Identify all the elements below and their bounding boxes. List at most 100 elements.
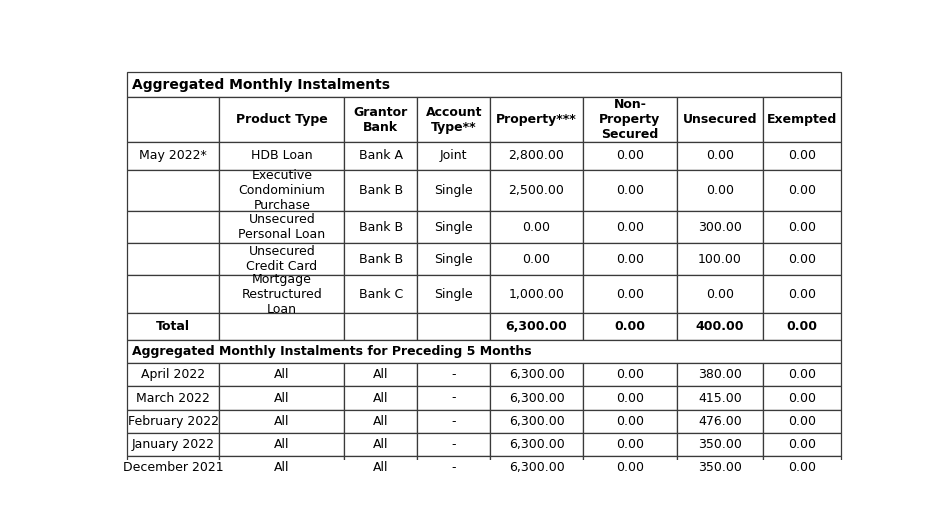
- Text: Joint: Joint: [440, 149, 467, 162]
- Text: 0.00: 0.00: [523, 253, 550, 266]
- Text: Unsecured
Personal Loan: Unsecured Personal Loan: [238, 213, 326, 241]
- Bar: [417, 275, 490, 313]
- Bar: [490, 363, 582, 387]
- Bar: [345, 433, 417, 456]
- Text: 0.00: 0.00: [615, 184, 644, 197]
- Bar: [345, 211, 417, 243]
- Text: Unsecured
Credit Card: Unsecured Credit Card: [246, 245, 317, 273]
- Text: Single: Single: [434, 184, 473, 197]
- Text: Product Type: Product Type: [236, 113, 328, 127]
- Text: -: -: [451, 391, 456, 404]
- Bar: [677, 275, 763, 313]
- Bar: [677, 313, 763, 340]
- Bar: [219, 98, 345, 143]
- Text: 0.00: 0.00: [706, 149, 733, 162]
- Text: 0.00: 0.00: [615, 253, 644, 266]
- Bar: [219, 275, 345, 313]
- Text: -: -: [451, 415, 456, 428]
- Text: April 2022: April 2022: [141, 369, 205, 382]
- Bar: [763, 433, 841, 456]
- Text: Bank B: Bank B: [359, 184, 403, 197]
- Bar: [219, 433, 345, 456]
- Text: All: All: [373, 391, 389, 404]
- Bar: [582, 433, 677, 456]
- Bar: [345, 143, 417, 170]
- Text: 6,300.00: 6,300.00: [509, 369, 565, 382]
- Text: 0.00: 0.00: [788, 461, 816, 474]
- Bar: [490, 387, 582, 409]
- Text: 0.00: 0.00: [706, 184, 733, 197]
- Bar: [763, 387, 841, 409]
- Bar: [763, 170, 841, 211]
- Text: All: All: [274, 369, 290, 382]
- Text: 0.00: 0.00: [706, 287, 733, 300]
- Bar: [219, 409, 345, 433]
- Bar: [219, 387, 345, 409]
- Text: 0.00: 0.00: [615, 369, 644, 382]
- Text: Total: Total: [156, 320, 190, 333]
- Bar: [763, 143, 841, 170]
- Text: 300.00: 300.00: [698, 221, 742, 234]
- Bar: [219, 243, 345, 275]
- Text: 1,000.00: 1,000.00: [509, 287, 565, 300]
- Text: 400.00: 400.00: [696, 320, 744, 333]
- Bar: [345, 313, 417, 340]
- Text: Single: Single: [434, 287, 473, 300]
- Bar: [677, 211, 763, 243]
- Bar: [345, 456, 417, 479]
- Text: 0.00: 0.00: [615, 221, 644, 234]
- Text: 100.00: 100.00: [698, 253, 742, 266]
- Bar: [582, 275, 677, 313]
- Bar: [677, 433, 763, 456]
- Bar: [126, 363, 219, 387]
- Text: Single: Single: [434, 221, 473, 234]
- Bar: [490, 456, 582, 479]
- Text: May 2022*: May 2022*: [139, 149, 207, 162]
- Bar: [582, 409, 677, 433]
- Bar: [763, 211, 841, 243]
- Bar: [345, 98, 417, 143]
- Bar: [345, 363, 417, 387]
- Text: 0.00: 0.00: [523, 221, 550, 234]
- Text: Property***: Property***: [497, 113, 577, 127]
- Bar: [582, 313, 677, 340]
- Text: 0.00: 0.00: [615, 391, 644, 404]
- Text: All: All: [373, 438, 389, 451]
- Bar: [417, 387, 490, 409]
- Text: January 2022: January 2022: [131, 438, 214, 451]
- Bar: [417, 243, 490, 275]
- Bar: [126, 313, 219, 340]
- Text: 0.00: 0.00: [788, 438, 816, 451]
- Bar: [126, 143, 219, 170]
- Bar: [417, 143, 490, 170]
- Text: Executive
Condominium
Purchase: Executive Condominium Purchase: [238, 169, 325, 212]
- Text: HDB Loan: HDB Loan: [251, 149, 312, 162]
- Bar: [219, 456, 345, 479]
- Bar: [763, 243, 841, 275]
- Text: All: All: [274, 391, 290, 404]
- Bar: [582, 170, 677, 211]
- Text: Mortgage
Restructured
Loan: Mortgage Restructured Loan: [242, 272, 322, 315]
- Bar: [126, 170, 219, 211]
- Bar: [417, 433, 490, 456]
- Text: Bank B: Bank B: [359, 221, 403, 234]
- Bar: [677, 243, 763, 275]
- Text: Account
Type**: Account Type**: [426, 106, 482, 134]
- Bar: [126, 387, 219, 409]
- Text: All: All: [373, 461, 389, 474]
- Text: All: All: [274, 438, 290, 451]
- Text: 0.00: 0.00: [788, 149, 816, 162]
- Text: Bank B: Bank B: [359, 253, 403, 266]
- Bar: [417, 313, 490, 340]
- Text: Exempted: Exempted: [767, 113, 837, 127]
- Text: 6,300.00: 6,300.00: [509, 415, 565, 428]
- Text: 0.00: 0.00: [788, 253, 816, 266]
- Text: 0.00: 0.00: [786, 320, 818, 333]
- Bar: [677, 409, 763, 433]
- Text: 0.00: 0.00: [615, 461, 644, 474]
- Text: 0.00: 0.00: [615, 149, 644, 162]
- Bar: [219, 313, 345, 340]
- Bar: [490, 143, 582, 170]
- Bar: [490, 98, 582, 143]
- Text: All: All: [373, 415, 389, 428]
